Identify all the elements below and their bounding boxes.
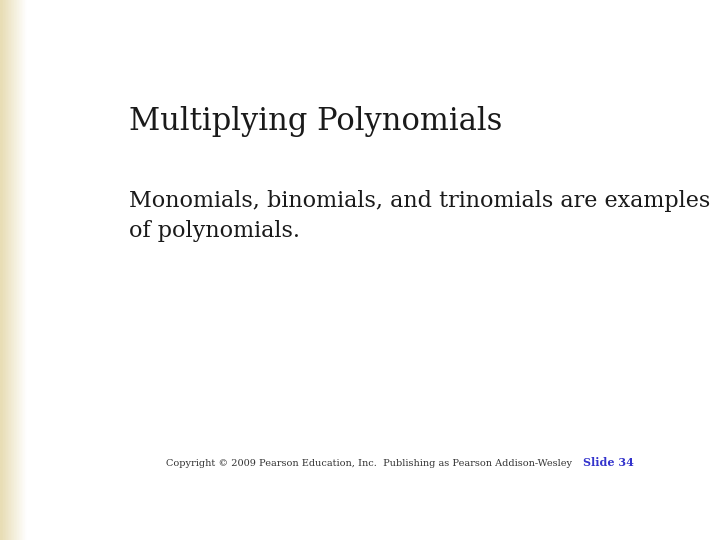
Text: Slide 34: Slide 34 <box>583 457 634 468</box>
Text: Monomials, binomials, and trinomials are examples
of polynomials.: Monomials, binomials, and trinomials are… <box>129 190 711 242</box>
Text: Multiplying Polynomials: Multiplying Polynomials <box>129 106 503 137</box>
Text: Copyright © 2009 Pearson Education, Inc.  Publishing as Pearson Addison-Wesley: Copyright © 2009 Pearson Education, Inc.… <box>166 459 572 468</box>
